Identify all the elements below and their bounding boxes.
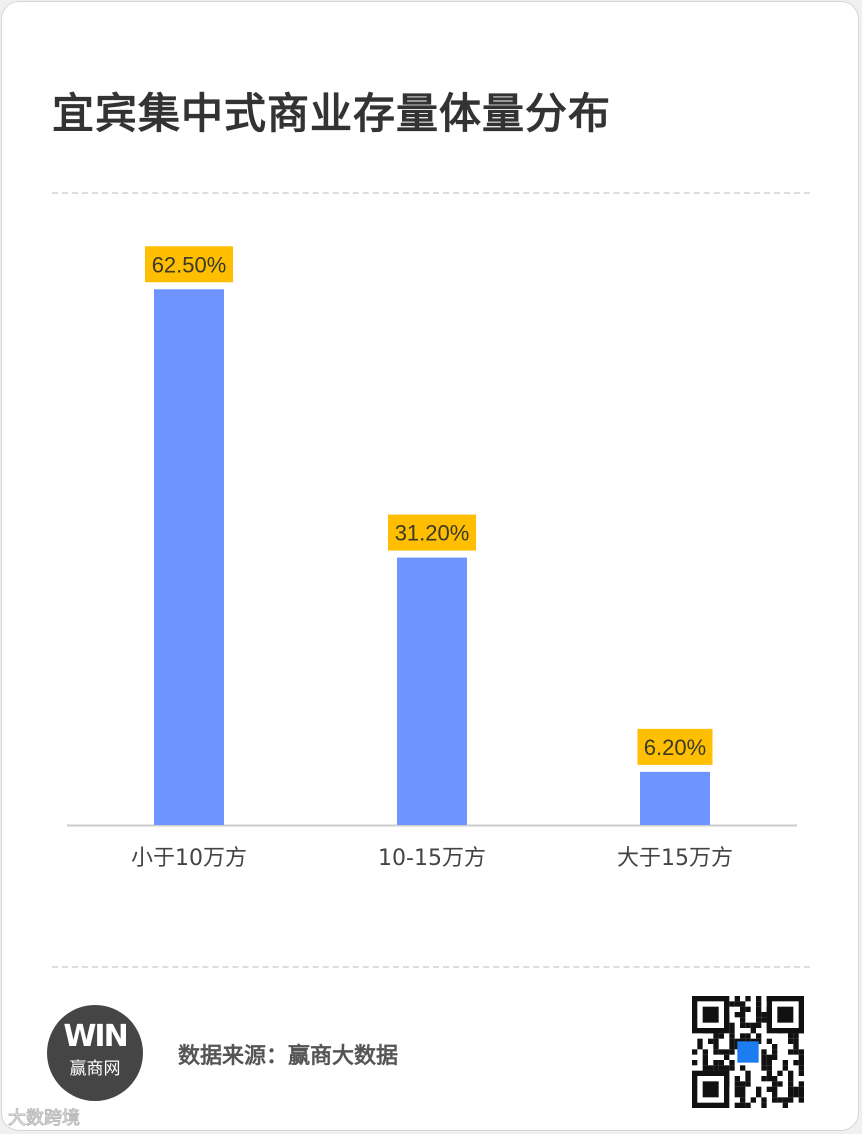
x-tick-label: 10-15万方	[378, 846, 486, 871]
bar	[640, 771, 710, 825]
chart-title: 宜宾集中式商业存量体量分布	[52, 89, 612, 138]
data-label-bg	[145, 246, 233, 283]
x-tick-label: 大于15万方	[617, 846, 733, 871]
logo-text: WIN	[63, 1019, 128, 1054]
bar-chart: 62.50% 小于10万方 31.20% 10-15万方 6.20% 大于15万方	[67, 246, 797, 871]
watermark: 大数跨境	[8, 1108, 81, 1130]
divider	[52, 966, 810, 968]
data-label: 31.20%	[395, 521, 470, 546]
x-tick-label: 小于10万方	[131, 846, 247, 871]
divider	[52, 192, 810, 194]
qr-code	[692, 996, 804, 1108]
bar	[154, 289, 224, 825]
data-label: 6.20%	[644, 735, 706, 760]
logo: WIN 赢商网	[47, 1005, 143, 1101]
bar	[397, 557, 467, 825]
data-label-bg	[388, 514, 476, 551]
data-label-bg	[637, 728, 713, 765]
data-label: 62.50%	[152, 252, 227, 277]
data-source: 数据来源：赢商大数据	[178, 1044, 399, 1069]
logo-name: 赢商网	[69, 1059, 121, 1079]
